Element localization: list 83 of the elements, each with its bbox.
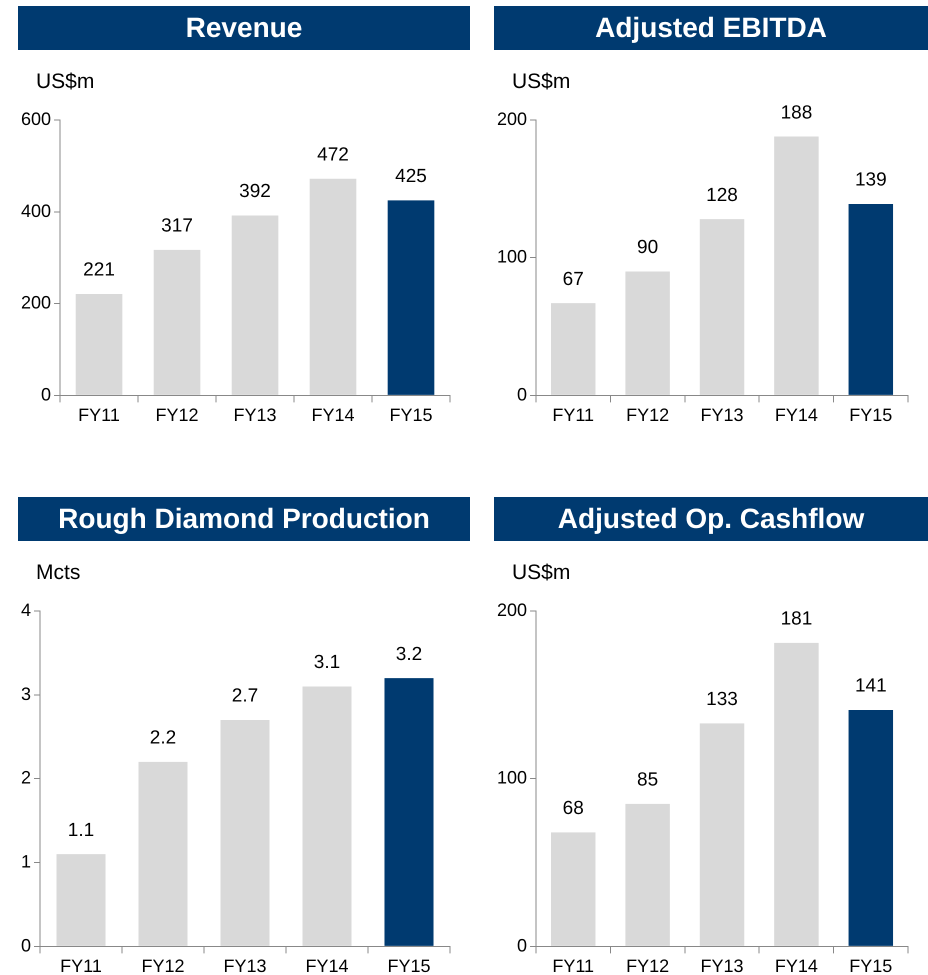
bar — [848, 710, 894, 946]
x-tick-label: FY13 — [700, 956, 744, 975]
y-tick-label: 0 — [517, 384, 528, 404]
x-tick-label: FY13 — [223, 956, 267, 975]
bar — [625, 271, 670, 395]
data-label: 2.7 — [232, 686, 258, 707]
bar — [848, 204, 894, 395]
data-label: 221 — [83, 260, 115, 281]
bar — [154, 250, 200, 395]
data-label: 1.1 — [68, 820, 94, 841]
y-tick-label: 0 — [517, 935, 528, 956]
x-tick-label: FY11 — [78, 405, 120, 426]
y-tick-label: 0 — [41, 384, 52, 404]
data-label: 188 — [780, 102, 812, 124]
y-tick-label: 100 — [496, 768, 528, 788]
data-label: 139 — [854, 170, 887, 191]
chart-title: Adjusted Op. Cashflow — [494, 497, 928, 541]
data-label: 3.2 — [396, 644, 422, 665]
data-label: 425 — [395, 166, 427, 188]
y-axis-title: US$m — [512, 561, 572, 586]
data-label: 392 — [239, 181, 271, 202]
y-tick-label: 100 — [496, 246, 528, 267]
data-label: 90 — [637, 237, 658, 258]
data-label: 317 — [161, 216, 193, 237]
y-tick-label: 0 — [20, 935, 32, 956]
data-label: 141 — [854, 676, 887, 697]
bar — [550, 832, 596, 946]
x-tick-label: FY14 — [311, 405, 355, 426]
x-tick-label: FY11 — [60, 956, 102, 975]
y-tick-label: 400 — [20, 200, 52, 221]
chart-title: Adjusted EBITDA — [494, 6, 928, 50]
y-tick-label: 200 — [496, 600, 528, 620]
chart-title: Rough Diamond Production — [18, 497, 470, 541]
bar — [138, 762, 188, 946]
bar — [700, 219, 744, 395]
x-tick-label: FY12 — [626, 405, 670, 426]
bar — [76, 294, 122, 395]
y-tick-label: 4 — [20, 600, 32, 620]
x-tick-label: FY14 — [774, 956, 818, 975]
x-tick-label: FY13 — [700, 405, 744, 426]
data-label: 3.1 — [314, 652, 340, 674]
x-tick-label: FY12 — [156, 405, 199, 426]
bar — [220, 720, 270, 946]
x-tick-label: FY12 — [626, 956, 670, 975]
x-tick-label: FY13 — [234, 405, 277, 426]
bar — [384, 678, 434, 946]
y-tick-label: 200 — [20, 292, 52, 313]
y-axis-title: US$m — [512, 70, 572, 95]
data-label: 67 — [562, 268, 584, 290]
y-tick-label: 200 — [496, 108, 528, 129]
y-tick-label: 1 — [20, 852, 32, 872]
x-tick-label: FY15 — [849, 405, 892, 426]
bar — [302, 686, 352, 946]
bar — [625, 804, 670, 946]
bar — [700, 723, 744, 946]
data-label: 128 — [706, 184, 738, 206]
x-tick-label: FY11 — [552, 956, 594, 975]
data-label: 472 — [317, 144, 349, 166]
x-tick-label: FY12 — [141, 956, 185, 975]
bar — [388, 200, 434, 395]
bar — [774, 642, 819, 946]
data-label: 2.2 — [150, 728, 176, 749]
bar — [550, 303, 596, 395]
x-tick-label: FY14 — [774, 405, 818, 426]
y-tick-label: 2 — [20, 768, 32, 788]
x-tick-label: FY11 — [552, 405, 594, 426]
data-label: 68 — [562, 798, 584, 820]
data-label: 181 — [780, 608, 812, 630]
x-tick-label: FY15 — [387, 956, 431, 975]
y-axis-title: US$m — [36, 70, 96, 95]
x-tick-label: FY15 — [849, 956, 892, 975]
y-tick-label: 600 — [20, 108, 52, 129]
x-tick-label: FY14 — [305, 956, 349, 975]
chart-title: Revenue — [18, 6, 470, 50]
y-axis-title: Mcts — [36, 561, 82, 586]
data-label: 133 — [706, 689, 738, 710]
y-tick-label: 3 — [20, 684, 32, 704]
bar — [310, 178, 356, 395]
bar — [232, 215, 278, 395]
bar — [774, 136, 819, 395]
data-label: 85 — [637, 770, 658, 791]
x-tick-label: FY15 — [389, 405, 433, 426]
bar — [56, 854, 106, 946]
